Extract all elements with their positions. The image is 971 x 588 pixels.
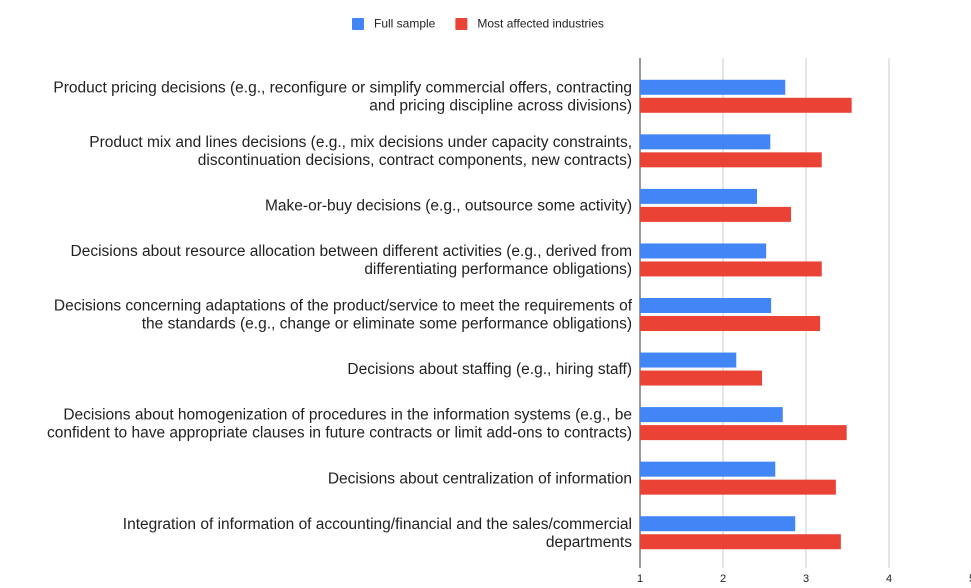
category-label: Make-or-buy decisions (e.g., outsource s…	[265, 197, 632, 214]
category-label: Decisions about centralization of inform…	[328, 470, 632, 487]
category-label: Decisions about resource allocation betw…	[71, 243, 632, 260]
category-label: confident to have appropriate clauses in…	[47, 425, 632, 442]
legend-label: Full sample	[374, 17, 436, 31]
bar	[640, 152, 822, 168]
category-label: Product pricing decisions (e.g., reconfi…	[53, 79, 632, 96]
bar	[640, 134, 771, 150]
bar	[640, 79, 786, 95]
category-label: and pricing discipline across divisions)	[369, 97, 632, 114]
category-label: Decisions about staffing (e.g., hiring s…	[347, 361, 632, 378]
bar	[640, 516, 796, 532]
bar	[640, 261, 822, 277]
bar	[640, 461, 776, 477]
category-label: departments	[546, 534, 632, 551]
bar	[640, 316, 821, 331]
x-tick-label: 3	[803, 573, 809, 585]
x-tick-label: 2	[720, 573, 726, 585]
category-label: Integration of information of accounting…	[123, 516, 632, 533]
bar	[640, 188, 758, 204]
bar	[640, 352, 737, 368]
bar	[640, 479, 836, 495]
bar	[640, 97, 852, 113]
bar	[640, 370, 763, 386]
bar	[640, 298, 772, 313]
category-label: Product mix and lines decisions (e.g., m…	[89, 134, 632, 151]
category-label: differentiating performance obligations)	[364, 261, 632, 278]
x-tick-label: 1	[637, 573, 643, 585]
legend-label: Most affected industries	[477, 17, 604, 31]
bar	[640, 206, 792, 222]
x-tick-label: 4	[886, 573, 892, 585]
bar	[640, 534, 841, 550]
bar	[640, 425, 847, 441]
category-label: Decisions concerning adaptations of the …	[54, 298, 633, 315]
bar	[640, 407, 783, 423]
category-label: Decisions about homogenization of proced…	[63, 407, 632, 424]
bar	[640, 243, 767, 259]
legend-swatch	[352, 18, 364, 30]
legend-swatch	[455, 18, 468, 30]
x-tick-label: 5	[969, 573, 971, 585]
category-label: discontinuation decisions, contract comp…	[198, 152, 632, 169]
category-label: the standards (e.g., change or eliminate…	[142, 316, 632, 333]
